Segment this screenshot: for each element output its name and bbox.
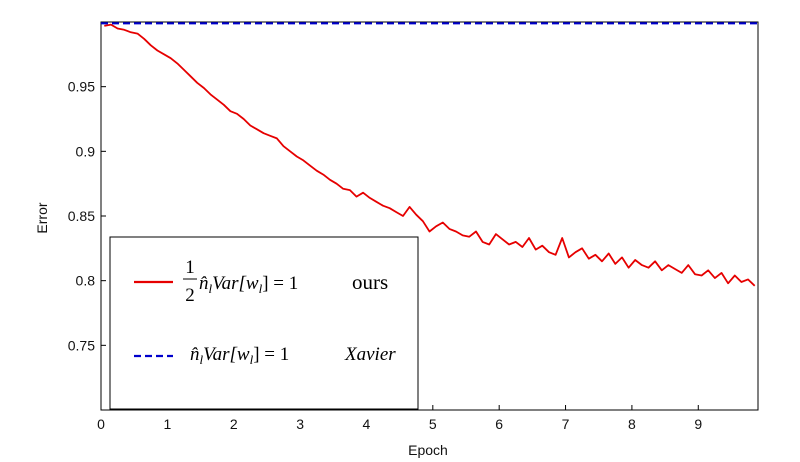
x-tick-label: 9 xyxy=(694,416,702,432)
x-tick-label: 7 xyxy=(562,416,570,432)
x-tick-label: 3 xyxy=(296,416,304,432)
y-axis-ticks: 0.75 0.8 0.85 0.9 0.95 xyxy=(68,79,106,353)
legend-entry-ours[interactable]: 1 2 n̂lVar[wl] = 1 ours xyxy=(134,257,388,306)
y-axis-title: Error xyxy=(34,202,50,233)
x-tick-label: 4 xyxy=(363,416,371,432)
series-line-ours xyxy=(104,23,756,287)
legend-label-ours: ours xyxy=(352,270,388,294)
x-tick-label: 6 xyxy=(495,416,503,432)
x-tick-label: 8 xyxy=(628,416,636,432)
legend-entry-xavier[interactable]: n̂lVar[wl] = 1 Xavier xyxy=(134,344,396,367)
x-tick-label: 0 xyxy=(97,416,105,432)
y-tick-label: 0.75 xyxy=(68,337,95,353)
legend-frac-numerator: 1 xyxy=(185,257,195,278)
x-tick-label: 1 xyxy=(163,416,171,432)
y-tick-label: 0.8 xyxy=(76,273,96,289)
legend-label-xavier: Xavier xyxy=(344,344,396,365)
legend-formula-ours: n̂lVar[wl] = 1 xyxy=(199,273,298,296)
x-axis-title: Epoch xyxy=(408,442,448,458)
series-layer xyxy=(101,22,758,287)
y-tick-label: 0.95 xyxy=(68,79,95,95)
y-tick-label: 0.9 xyxy=(76,143,96,159)
legend-formula-xavier: n̂lVar[wl] = 1 xyxy=(190,344,289,367)
legend-frac-denominator: 2 xyxy=(185,285,195,306)
x-tick-label: 2 xyxy=(230,416,238,432)
legend[interactable]: 1 2 n̂lVar[wl] = 1 ours n̂lVar[wl] = 1 X… xyxy=(109,236,419,410)
x-tick-label: 5 xyxy=(429,416,437,432)
legend-box xyxy=(109,236,419,410)
y-tick-label: 0.85 xyxy=(68,208,95,224)
